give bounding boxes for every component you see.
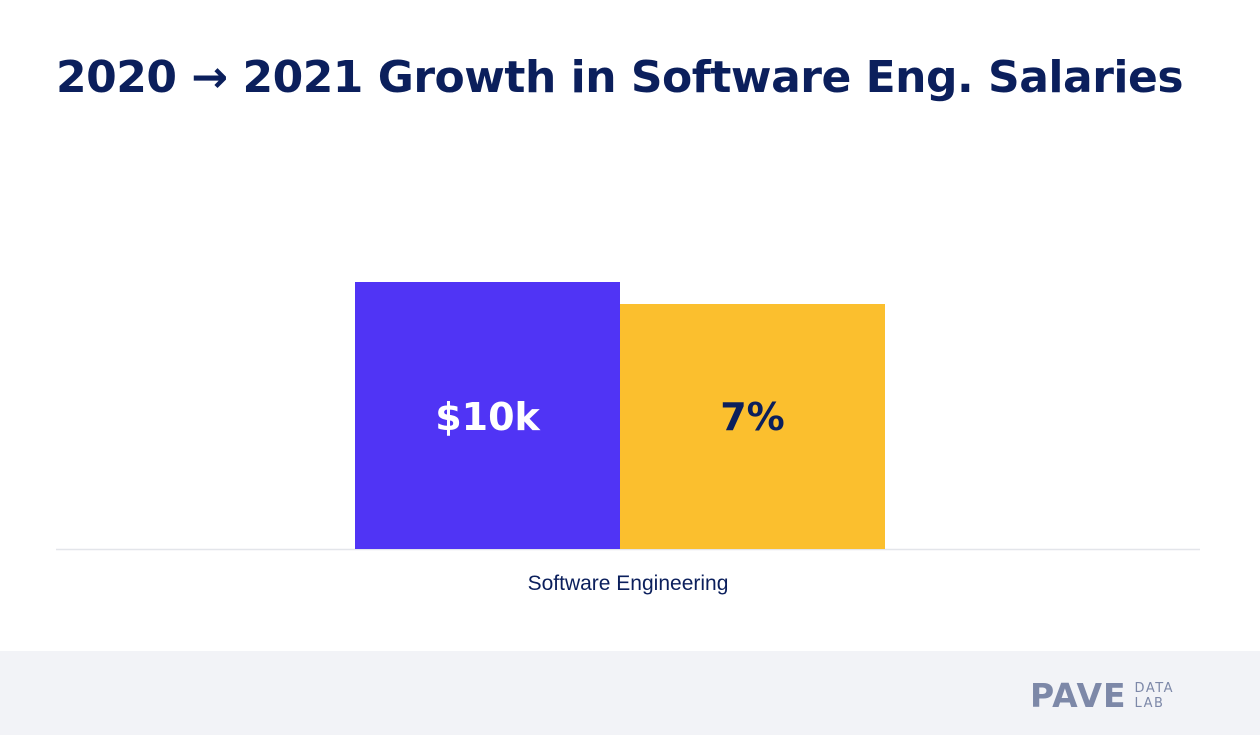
bar-absolute-growth bbox=[355, 282, 620, 549]
x-tick-label: Software Engineering bbox=[528, 572, 729, 595]
bar-percent-growth bbox=[620, 304, 885, 549]
logo-wordmark: PAVE bbox=[1030, 676, 1127, 715]
bar-chart: $10k 7% Software Engineering bbox=[56, 282, 1200, 595]
bar-data-label: $10k bbox=[435, 395, 540, 439]
pave-data-lab-logo: PAVE DATA LAB bbox=[1030, 676, 1174, 715]
footer bbox=[0, 651, 1260, 735]
logo-subtitle: DATA LAB bbox=[1134, 680, 1175, 711]
chart-title: 2020 → 2021 Growth in Software Eng. Sala… bbox=[56, 52, 1184, 103]
bar-data-label: 7% bbox=[720, 395, 785, 439]
